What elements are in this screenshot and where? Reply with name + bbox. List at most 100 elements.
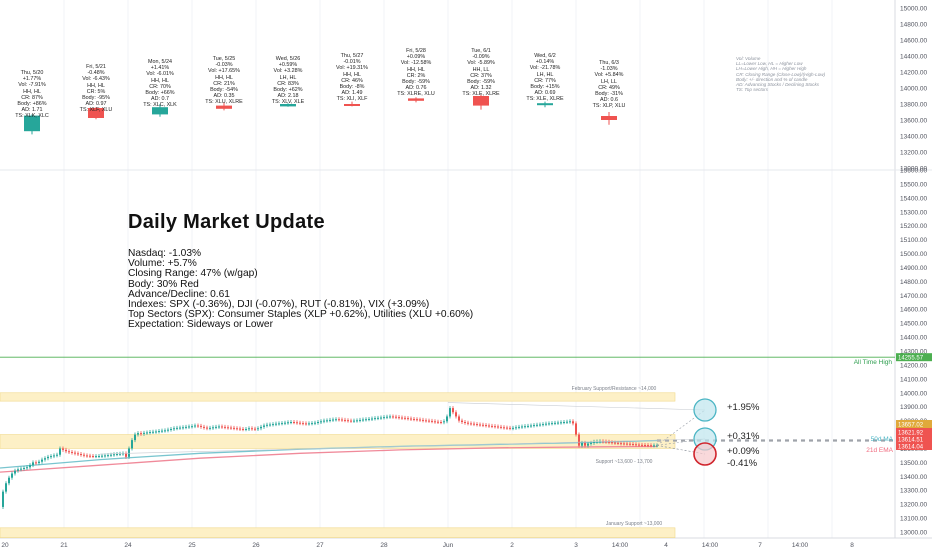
price-candle [137, 433, 139, 435]
price-candle [134, 434, 136, 441]
zone-label: February Support/Resistance ~14,000 [572, 386, 657, 392]
price-candle [143, 432, 145, 434]
price-candle [278, 423, 280, 425]
day-stat-line: Wed, 6/2 [534, 53, 556, 59]
day-candle [344, 104, 360, 106]
day-stat-line: Tue, 5/25 [212, 56, 236, 62]
price-candle [338, 419, 340, 421]
price-candle [44, 458, 46, 460]
price-candle [449, 408, 451, 417]
price-candle [239, 428, 241, 430]
y-axis-tick: 14900.00 [900, 265, 927, 272]
all-time-high-value: 14255.57 [898, 356, 924, 362]
day-stat-line: Body: +86% [17, 101, 47, 108]
price-candle [536, 424, 538, 426]
price-candle [131, 440, 133, 449]
day-stat-line: CR: 46% [341, 77, 363, 84]
price-candle [362, 419, 364, 421]
price-candle [5, 483, 7, 492]
price-candle [56, 454, 58, 456]
price-candle [98, 455, 100, 457]
day-stat-line: CR: 37% [470, 72, 492, 79]
price-candle [482, 424, 484, 426]
summary-line: Expectation: Sideways or Lower [128, 319, 273, 331]
day-stat-line: Vol: +3.28% [273, 68, 303, 75]
day-stat-line: CR: 49% [598, 84, 620, 91]
price-candle [407, 418, 409, 420]
y-axis-tick: 15200.00 [900, 223, 927, 230]
price-candle [335, 419, 337, 421]
price-candle [62, 448, 64, 450]
price-candle [218, 426, 220, 428]
day-stat-line: LH, LL [601, 78, 617, 85]
price-candle [653, 445, 655, 447]
price-candle [605, 441, 607, 443]
day-stat-line: Vol: +5.84% [594, 72, 624, 79]
x-axis-tick: 14:00 [702, 542, 719, 549]
top-axis-tick: 14800.00 [900, 22, 927, 29]
x-axis-tick: 24 [124, 542, 132, 549]
price-candle [170, 428, 172, 430]
day-stat-line: HH, HL [87, 82, 105, 89]
day-stat-line: CR: 21% [213, 80, 235, 87]
price-candle [590, 442, 592, 444]
price-candle [404, 417, 406, 419]
day-candle [216, 105, 232, 109]
price-candle [293, 422, 295, 424]
all-time-high-tag [896, 353, 932, 362]
price-candle [620, 443, 622, 445]
price-candle [455, 412, 457, 417]
price-candle [8, 477, 10, 484]
legend-line: TS: Top sectors [736, 87, 768, 93]
day-stat-line: Thu, 6/3 [599, 60, 619, 66]
day-stat-line: TS: XLC, XLK [143, 102, 177, 109]
summary-line: Volume: +5.7% [128, 258, 197, 270]
y-axis-tick: 14200.00 [900, 362, 927, 369]
y-axis-tick: 15000.00 [900, 251, 927, 258]
day-stat-line: AD: 0.35 [213, 93, 235, 100]
y-axis-tick: 14500.00 [900, 321, 927, 328]
price-candle [617, 442, 619, 444]
price-candle [155, 431, 157, 433]
price-candle [539, 424, 541, 426]
price-candle [317, 422, 319, 424]
price-candle [176, 427, 178, 429]
price-candle [191, 426, 193, 428]
x-axis-tick: 4 [664, 542, 668, 549]
day-stat-line: -0.48% [87, 70, 105, 77]
price-candle [329, 419, 331, 421]
scenario-label: +0.31% [727, 431, 760, 442]
day-stat-line: HH, LL [472, 66, 490, 73]
legend-line: LH=Lower High, HH = Higher High [736, 66, 807, 72]
price-candle [545, 423, 547, 425]
price-candle [182, 427, 184, 429]
price-candle [500, 426, 502, 428]
day-stat-line: HH, HL [343, 71, 361, 78]
day-candle [601, 116, 617, 120]
day-stat-line: Thu, 5/20 [20, 70, 44, 76]
market-summary: Nasdaq: -1.03% Volume: +5.7% Closing Ran… [128, 248, 473, 331]
price-candle [647, 445, 649, 447]
top-axis-tick: 13600.00 [900, 118, 927, 125]
day-stat-line: Body: -8% [339, 84, 365, 91]
price-candle [257, 428, 259, 430]
top-axis-tick: 15000.00 [900, 6, 927, 13]
y-axis-tick: 15400.00 [900, 195, 927, 202]
price-candle [230, 427, 232, 429]
price-candle [104, 455, 106, 457]
price-candle [233, 427, 235, 429]
day-stat-line: TS: XLV, XLE [271, 99, 305, 106]
price-candle [197, 425, 199, 427]
price-candle [116, 454, 118, 456]
price-candle [380, 417, 382, 419]
price-candle [344, 419, 346, 421]
price-candle [644, 444, 646, 446]
price-candle [50, 456, 52, 458]
price-candle [488, 425, 490, 427]
day-candle [280, 104, 296, 107]
price-candle [2, 491, 4, 507]
price-candle [95, 456, 97, 458]
price-candle [308, 423, 310, 425]
top-axis-tick: 13000.00 [900, 166, 927, 173]
day-stat-line: AD: 1.71 [21, 107, 43, 114]
